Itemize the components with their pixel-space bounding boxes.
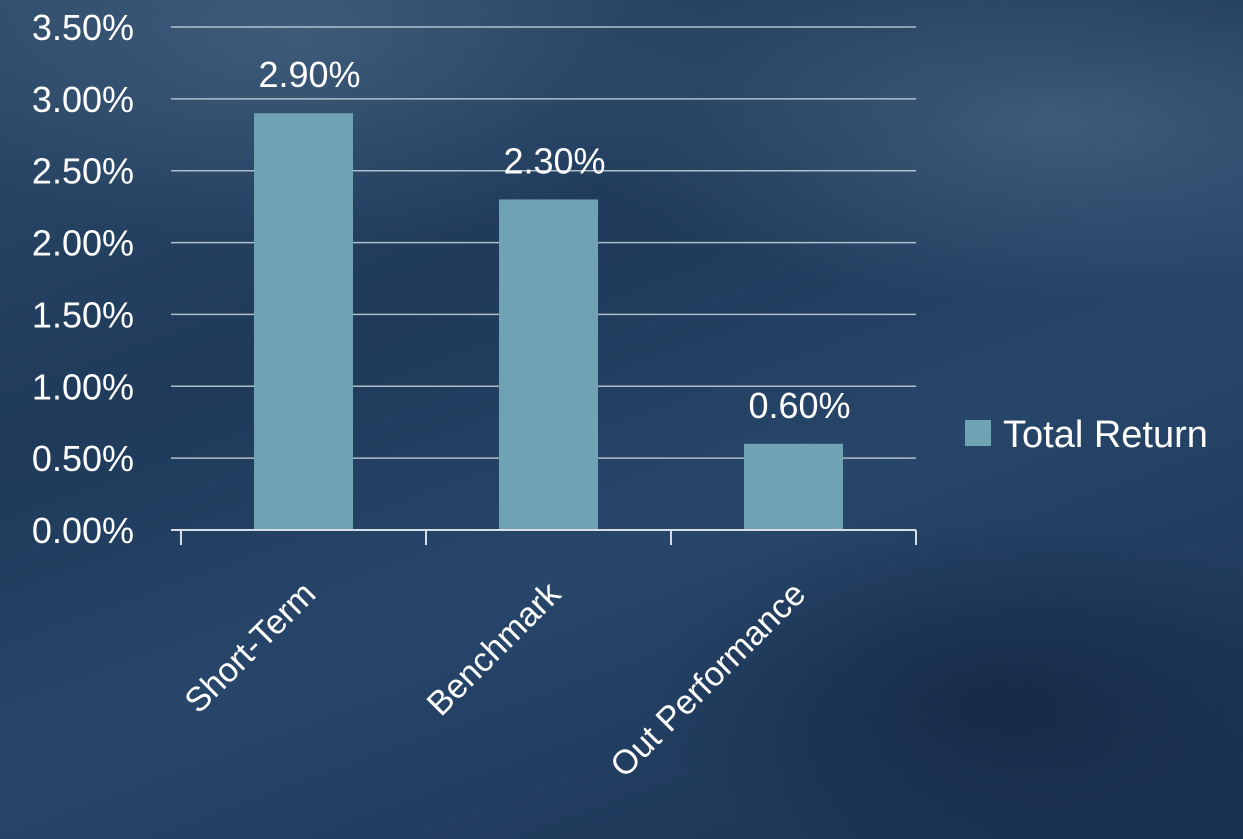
y-tick-label-3: 1.50% (32, 294, 134, 335)
category-label-1: Benchmark (420, 574, 569, 723)
data-label-1: 2.30% (503, 140, 605, 181)
y-tick-label-5: 2.50% (32, 151, 134, 192)
y-tick-label-7: 3.50% (32, 7, 134, 48)
legend-label-total-return: Total Return (1003, 414, 1208, 456)
bar-benchmark (499, 199, 598, 530)
category-labels: Short-Term Benchmark Out Performance (177, 574, 813, 785)
y-tick-label-0: 0.00% (32, 510, 134, 551)
bars (254, 113, 843, 530)
y-tick-label-6: 3.00% (32, 79, 134, 120)
legend-swatch-total-return (965, 420, 991, 446)
legend: Total Return (965, 414, 1208, 456)
x-axis (171, 529, 917, 545)
y-axis-tick-labels: 0.00% 0.50% 1.00% 1.50% 2.00% 2.50% 3.00% 3.50% (32, 7, 134, 551)
bar-short-term (254, 113, 353, 530)
y-tick-label-2: 1.00% (32, 366, 134, 407)
category-label-2: Out Performance (603, 575, 813, 785)
data-labels: 2.90% 2.30% 0.60% (258, 54, 850, 426)
bar-out-performance (744, 443, 843, 530)
data-label-0: 2.90% (258, 54, 360, 95)
y-tick-label-4: 2.00% (32, 223, 134, 264)
data-label-2: 0.60% (748, 385, 850, 426)
y-tick-label-1: 0.50% (32, 438, 134, 479)
category-label-0: Short-Term (177, 575, 323, 721)
